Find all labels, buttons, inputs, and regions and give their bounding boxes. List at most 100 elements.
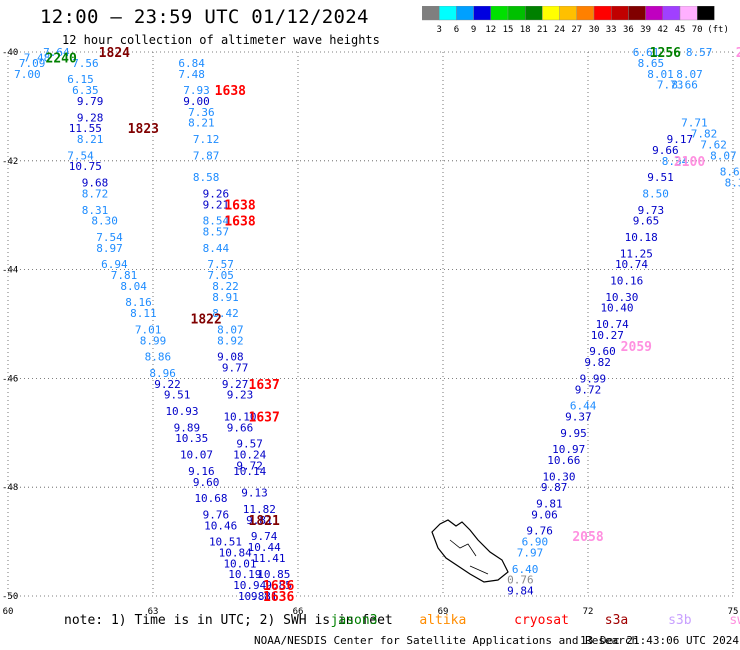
swh-value-s3a: 10.83 — [238, 590, 271, 603]
legend-tick-label: 36 — [623, 25, 634, 35]
page-title: 12:00 – 23:59 UTC 01/12/2024 — [40, 6, 369, 28]
island-outline — [431, 519, 509, 583]
swh-value-cryosat: 9.21 — [203, 198, 230, 211]
satellite-swot: swot — [729, 613, 740, 628]
swh-value-s3a: 10.84 — [219, 546, 252, 559]
swh-value-s3a: 10.19 — [228, 568, 261, 581]
swh-value-s3a: 7.81 — [111, 269, 138, 282]
swh-value-cryosat: 8.57 — [203, 226, 230, 239]
satellite-s3b: s3b — [668, 613, 692, 628]
swh-value-cryosat: 9.23 — [227, 389, 254, 402]
swh-value-s3b: 7.82 — [691, 128, 718, 141]
swh-value-cryosat: 9.77 — [222, 362, 249, 375]
pass-time-label: 1636 — [263, 579, 294, 594]
swh-value-cryosat: 8.58 — [193, 171, 220, 184]
swh-value-s3a: 7.48 — [24, 51, 51, 64]
swh-value-s3b: 8.35 — [725, 177, 740, 190]
legend-tick-label: 39 — [640, 25, 651, 35]
swh-value-cryosat: 9.72 — [236, 459, 263, 472]
pass-time-label: 1256 — [650, 46, 681, 61]
legend-tick-label: 18 — [520, 25, 531, 35]
note-row: note: 1) Time is in UTC; 2) SWH is in fe… — [64, 613, 740, 628]
swh-value-s3a: 9.89 — [174, 421, 201, 434]
y-tick-label: -48 — [2, 483, 18, 493]
island-coast-detail — [449, 539, 489, 575]
swh-value-cryosat: 9.66 — [227, 421, 254, 434]
swh-value-cryosat: 7.05 — [207, 269, 234, 282]
swh-value-s3a: 8.99 — [140, 334, 167, 347]
pass-time-label: 2058 — [572, 530, 603, 545]
swh-value-s3a: 8.31 — [82, 204, 109, 217]
swh-value-s3a: 6.35 — [72, 84, 99, 97]
swh-value-cryosat: 9.81 — [251, 590, 278, 603]
pass-time-label: 1821 — [249, 514, 280, 529]
swh-value-s3a: 8.04 — [120, 280, 147, 293]
swh-value-cryosat: 10.14 — [233, 465, 266, 478]
swh-value-s3b: 6.90 — [522, 536, 549, 549]
swh-value-cryosat: 9.08 — [217, 351, 244, 364]
swh-value-s3b: 8.66 — [671, 79, 698, 92]
swh-value-s3b: 9.99 — [580, 372, 607, 385]
satellite-s3a: s3a — [604, 613, 629, 628]
swh-value-s3a: 7.54 — [96, 231, 123, 244]
pass-time-label: 1638 — [215, 84, 246, 99]
swh-value-cryosat: 7.12 — [193, 133, 220, 146]
y-tick-label: -42 — [2, 157, 18, 167]
legend-tick-label: 24 — [554, 25, 565, 35]
swh-value-s3b: 6.44 — [570, 400, 597, 413]
swh-value-s3b: 8.34 — [662, 155, 689, 168]
swh-value-s3a: 8.86 — [145, 351, 172, 364]
swh-value-s3a: 8.11 — [130, 307, 157, 320]
legend-swatch — [697, 6, 715, 21]
swh-value-land: 0.76 — [507, 574, 534, 587]
swh-value-s3b: 7.62 — [700, 138, 727, 151]
swh-value-cryosat: 8.54 — [203, 215, 230, 228]
swh-value-cryosat: 8.22 — [212, 280, 239, 293]
swh-value-s3b: 9.82 — [584, 356, 611, 369]
swh-value-s3a: 10.75 — [69, 160, 102, 173]
pass-time-label: 1636 — [263, 590, 294, 605]
swh-value-s3a: 11.55 — [69, 122, 102, 135]
legend-tick-label: 15 — [503, 25, 514, 35]
swh-value-s3b: 11.25 — [620, 247, 653, 260]
legend-unit: (ft) — [707, 25, 729, 35]
swh-value-s3b: 9.95 — [560, 427, 587, 440]
swh-value-s3a: 9.51 — [164, 389, 191, 402]
pass-time-label: 210 — [736, 46, 740, 61]
y-tick-label: -46 — [2, 374, 18, 384]
legend-tick-label: 33 — [606, 25, 617, 35]
y-tick-label: -44 — [2, 266, 18, 276]
swh-value-s3a: 8.30 — [91, 215, 118, 228]
swh-value-s3a: 8.21 — [77, 133, 104, 146]
swh-value-s3a: 9.60 — [193, 476, 220, 489]
color-legend: 3 6 9 12 15 18 21 24 27 30 33 36 39 42 45 70 (ft) — [422, 6, 729, 35]
x-tick-label: 69 — [438, 607, 449, 617]
swh-value-s3a: 10.35 — [175, 432, 208, 445]
swh-value-cryosat: 9.85 — [265, 579, 292, 592]
satellite-jason3: jason3 — [330, 613, 378, 628]
swh-value-s3a: 7.56 — [72, 57, 99, 70]
pass-time-label: 1637 — [249, 378, 280, 393]
y-tick-label: -50 — [2, 592, 18, 602]
swh-value-s3b: 9.17 — [667, 133, 694, 146]
swh-value-s3b: 8.66 — [720, 166, 740, 179]
swh-value-cryosat: 9.00 — [183, 95, 210, 108]
swh-value-cryosat: 8.07 — [217, 323, 244, 336]
x-tick-label: 63 — [148, 607, 159, 617]
pass-time-label: 2100 — [674, 155, 705, 170]
generated-timestamp: 13 Dec 21:43:06 UTC 2024 — [580, 634, 739, 647]
note-text: note: 1) Time is in UTC; 2) SWH is in fe… — [64, 613, 393, 628]
swh-value-s3a: 8.16 — [125, 296, 152, 309]
swh-value-s3b: 9.37 — [565, 410, 592, 423]
swh-value-s3b: 10.74 — [615, 258, 648, 271]
swh-value-s3a: 8.97 — [96, 242, 123, 255]
swh-value-s3b: 9.81 — [536, 498, 563, 511]
swh-value-cryosat: 9.26 — [203, 187, 230, 200]
swh-value-s3a: 9.76 — [203, 508, 230, 521]
x-tick-label: 66 — [293, 607, 304, 617]
pass-time-label: 1638 — [224, 198, 255, 213]
credit-text: NOAA/NESDIS Center for Satellite Applica… — [254, 634, 639, 647]
legend-tick-label: 70 — [692, 25, 703, 35]
swh-value-s3a: 8.72 — [82, 187, 109, 200]
